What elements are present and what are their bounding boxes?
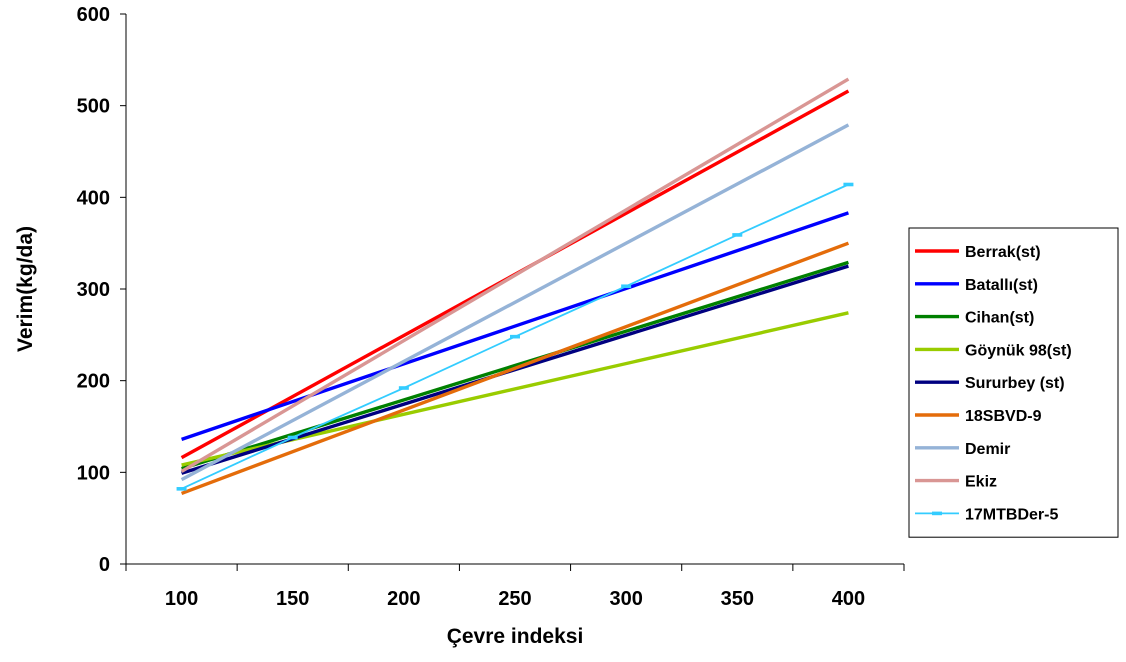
x-tick-label: 200 bbox=[387, 588, 420, 610]
data-point-marker bbox=[843, 182, 854, 187]
x-tick-label: 400 bbox=[832, 588, 865, 610]
legend-entry-label: Ekiz bbox=[965, 474, 997, 491]
data-point-marker bbox=[510, 334, 520, 339]
legend-entry-label: Sururbey (st) bbox=[965, 375, 1065, 392]
legend-entry-label: 18SBVD-9 bbox=[965, 408, 1042, 425]
legend-entry-label: Cihan(st) bbox=[965, 310, 1034, 327]
data-point-marker bbox=[732, 233, 743, 237]
x-tick-label: 100 bbox=[165, 588, 198, 610]
axes: 0 100 200 300 400 500 600 100 150 200 250 300 350 400… bbox=[14, 4, 905, 648]
x-tick-label: 350 bbox=[721, 588, 754, 610]
legend-entry-label: Göynük 98(st) bbox=[965, 342, 1072, 359]
series-line-7 bbox=[180, 77, 850, 473]
y-tick-label: 100 bbox=[77, 462, 110, 484]
series-line-6 bbox=[180, 123, 850, 482]
series-line-2 bbox=[181, 260, 849, 471]
legend-entry-label: Demir bbox=[965, 441, 1010, 458]
x-tick-label: 300 bbox=[609, 588, 642, 610]
legend-entry-label: Batallı(st) bbox=[965, 277, 1038, 294]
legend-entry-label: Berrak(st) bbox=[965, 244, 1041, 261]
series-lines bbox=[176, 77, 854, 496]
y-tick-label: 0 bbox=[99, 554, 110, 576]
series-line-1 bbox=[181, 211, 849, 441]
legend-entry-label: 17MTBDer-5 bbox=[965, 506, 1058, 523]
y-tick-label: 500 bbox=[77, 96, 110, 118]
x-tick-label: 150 bbox=[276, 588, 309, 610]
data-point-marker bbox=[398, 386, 409, 390]
legend: Berrak(st) Batallı(st) Cihan(st) Göynük 98(… bbox=[908, 227, 1119, 538]
legend-swatch-marker bbox=[932, 511, 942, 516]
x-tick-label: 250 bbox=[498, 588, 531, 610]
data-point-marker bbox=[176, 487, 187, 491]
y-tick-label: 400 bbox=[77, 187, 110, 209]
y-axis-title: Verim(kg/da) bbox=[14, 226, 37, 352]
series-line-5 bbox=[180, 241, 850, 496]
y-tick-label: 200 bbox=[77, 371, 110, 393]
data-point-marker bbox=[287, 435, 298, 440]
y-tick-label: 600 bbox=[77, 4, 110, 26]
y-tick-label: 300 bbox=[77, 279, 110, 301]
data-point-marker bbox=[621, 284, 632, 289]
x-axis-title: Çevre indeksi bbox=[447, 625, 584, 648]
